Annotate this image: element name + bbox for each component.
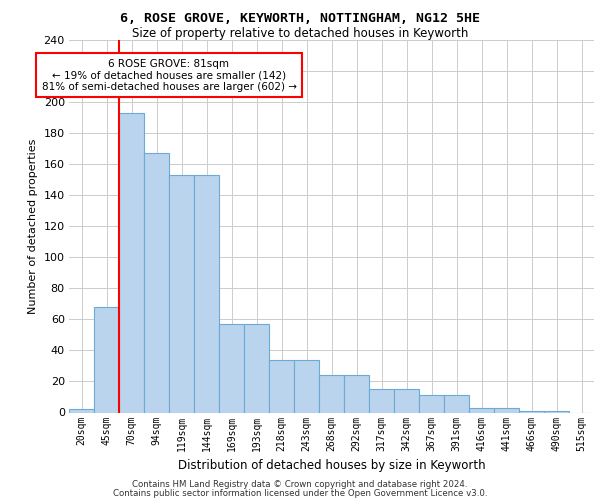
- Bar: [294, 360, 319, 412]
- Bar: [494, 408, 519, 412]
- Bar: [244, 324, 269, 412]
- Bar: [444, 396, 469, 412]
- Bar: [544, 411, 569, 412]
- Bar: [469, 408, 494, 412]
- Bar: [119, 113, 144, 412]
- Bar: [169, 175, 194, 412]
- Text: Contains public sector information licensed under the Open Government Licence v3: Contains public sector information licen…: [113, 489, 487, 498]
- Text: Contains HM Land Registry data © Crown copyright and database right 2024.: Contains HM Land Registry data © Crown c…: [132, 480, 468, 489]
- Bar: [419, 396, 444, 412]
- Bar: [144, 154, 169, 412]
- Bar: [344, 375, 369, 412]
- Bar: [269, 360, 294, 412]
- Bar: [519, 411, 544, 412]
- Bar: [69, 410, 94, 412]
- Bar: [94, 307, 119, 412]
- Y-axis label: Number of detached properties: Number of detached properties: [28, 138, 38, 314]
- X-axis label: Distribution of detached houses by size in Keyworth: Distribution of detached houses by size …: [178, 459, 485, 472]
- Bar: [394, 389, 419, 412]
- Bar: [194, 175, 219, 412]
- Text: 6, ROSE GROVE, KEYWORTH, NOTTINGHAM, NG12 5HE: 6, ROSE GROVE, KEYWORTH, NOTTINGHAM, NG1…: [120, 12, 480, 26]
- Bar: [369, 389, 394, 412]
- Bar: [319, 375, 344, 412]
- Text: 6 ROSE GROVE: 81sqm
← 19% of detached houses are smaller (142)
81% of semi-detac: 6 ROSE GROVE: 81sqm ← 19% of detached ho…: [41, 58, 296, 92]
- Bar: [219, 324, 244, 412]
- Text: Size of property relative to detached houses in Keyworth: Size of property relative to detached ho…: [132, 28, 468, 40]
